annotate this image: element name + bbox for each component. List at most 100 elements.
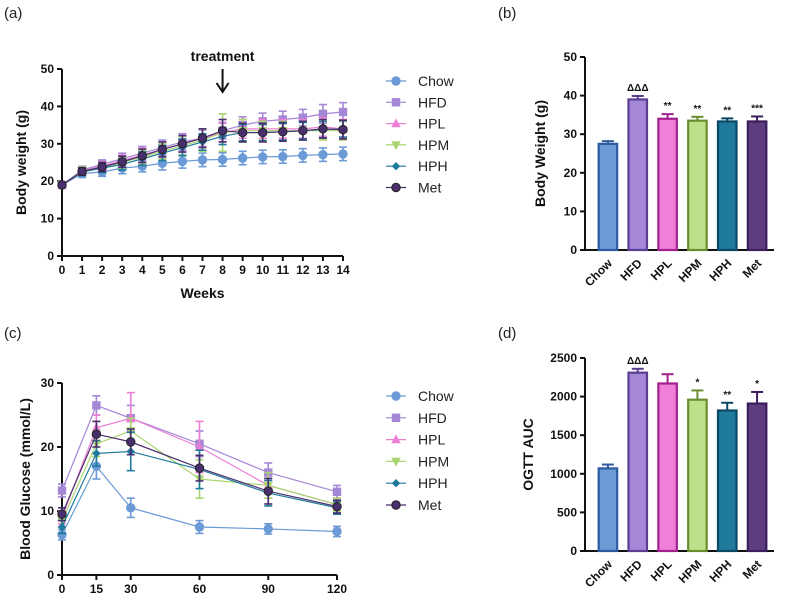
y-axis-label: Body Weight (g) [532,100,548,207]
x-tick-label: Met [740,256,765,281]
data-point [258,152,268,162]
legend-marker [391,391,401,401]
x-tick-label: Chow [582,256,615,289]
x-tick-label: 1 [79,263,86,277]
y-tick-label: 0 [570,544,577,558]
data-point [298,126,308,136]
series-met [57,420,342,522]
series-line [61,433,338,515]
data-point [298,150,308,161]
data-point [332,487,342,496]
x-tick-label: 0 [59,263,66,277]
data-point [77,166,87,177]
data-point [92,449,101,458]
data-point [332,526,342,537]
x-tick-label: 9 [239,263,246,277]
data-point [57,522,67,532]
legend-label: Met [418,180,441,196]
significance-label: ** [723,390,731,401]
y-tick-label: 10 [564,204,578,218]
bar-hpm [687,398,708,553]
x-tick-label: 30 [124,582,138,596]
bar-hph [716,120,738,252]
data-point [237,153,248,163]
y-tick-label: 500 [557,505,577,519]
data-point [194,522,205,532]
x-tick-label: Chow [582,557,615,590]
y-tick-label: 2000 [550,390,577,404]
x-tick-label: Met [740,557,765,582]
series-line [61,465,338,535]
y-axis-label: OGTT AUC [520,418,536,491]
y-tick-label: 20 [41,174,55,188]
legend-marker [391,413,401,422]
x-tick-label: 60 [193,582,207,596]
y-tick-label: 30 [564,127,578,141]
x-tick-label: HPH [707,557,735,585]
data-point [92,401,101,410]
data-point [57,180,67,190]
bar-hfd [627,98,649,252]
significance-label: ΔΔΔ [627,356,649,367]
x-tick-label: HFD [618,557,646,585]
x-tick-label: 4 [139,263,146,277]
bar-met [746,402,768,553]
legend-marker [391,182,401,193]
bar-hpl [657,382,678,553]
y-tick-label: 10 [41,212,55,226]
x-tick-label: HPH [707,256,735,284]
significance-label: ΔΔΔ [627,83,649,94]
y-tick-label: 0 [47,568,54,582]
data-point [194,441,205,451]
data-point [237,127,248,138]
panel-label-b: (b) [498,5,516,22]
significance-label: ** [723,105,731,116]
data-point [338,107,348,117]
x-tick-label: HPM [676,557,705,586]
bar-hpm [687,119,708,252]
y-tick-label: 50 [564,50,578,64]
x-tick-label: 90 [262,582,276,596]
y-tick-label: 1500 [550,428,577,442]
legend-label: HPM [418,453,449,469]
x-tick-label: 11 [276,263,289,277]
legend-marker [391,76,401,86]
data-point [278,151,288,162]
legend-label: HFD [418,410,447,426]
bar-chow [597,467,619,553]
significance-label: * [755,379,759,390]
y-tick-label: 40 [41,99,55,113]
significance-label: ** [664,101,672,112]
body-weight-bar-chart: 0 10 20 30 40 50 Body Weight (g) Chow ΔΔΔ HFD ** HP… [532,50,774,289]
series-line [61,404,338,493]
y-tick-label: 0 [570,243,577,257]
legend-label: Chow [418,73,455,89]
series-chow [57,452,342,541]
y-tick-label: 30 [41,376,55,390]
data-point [217,126,228,136]
legend-marker [391,479,401,488]
legend-label: HFD [418,94,447,110]
panel-label-a: (a) [4,5,22,22]
y-tick-label: 20 [564,166,578,180]
significance-label: ** [694,104,702,115]
data-point [126,437,136,447]
significance-label: * [695,377,699,388]
x-axis-label: Weeks [180,285,224,301]
x-tick-label: 14 [336,263,350,277]
data-point [338,124,348,135]
data-point [263,486,273,496]
bar-chow [597,142,619,252]
legend-marker [391,457,401,467]
x-tick-label: 15 [90,582,104,596]
data-point [177,139,188,149]
legend-marker [391,162,401,171]
bar-met [746,120,768,252]
legend-label: HPL [418,116,445,132]
legend-label: HPH [418,475,448,491]
x-tick-label: HPM [676,256,705,285]
x-tick-label: 10 [256,263,270,277]
y-tick-label: 50 [41,62,55,76]
